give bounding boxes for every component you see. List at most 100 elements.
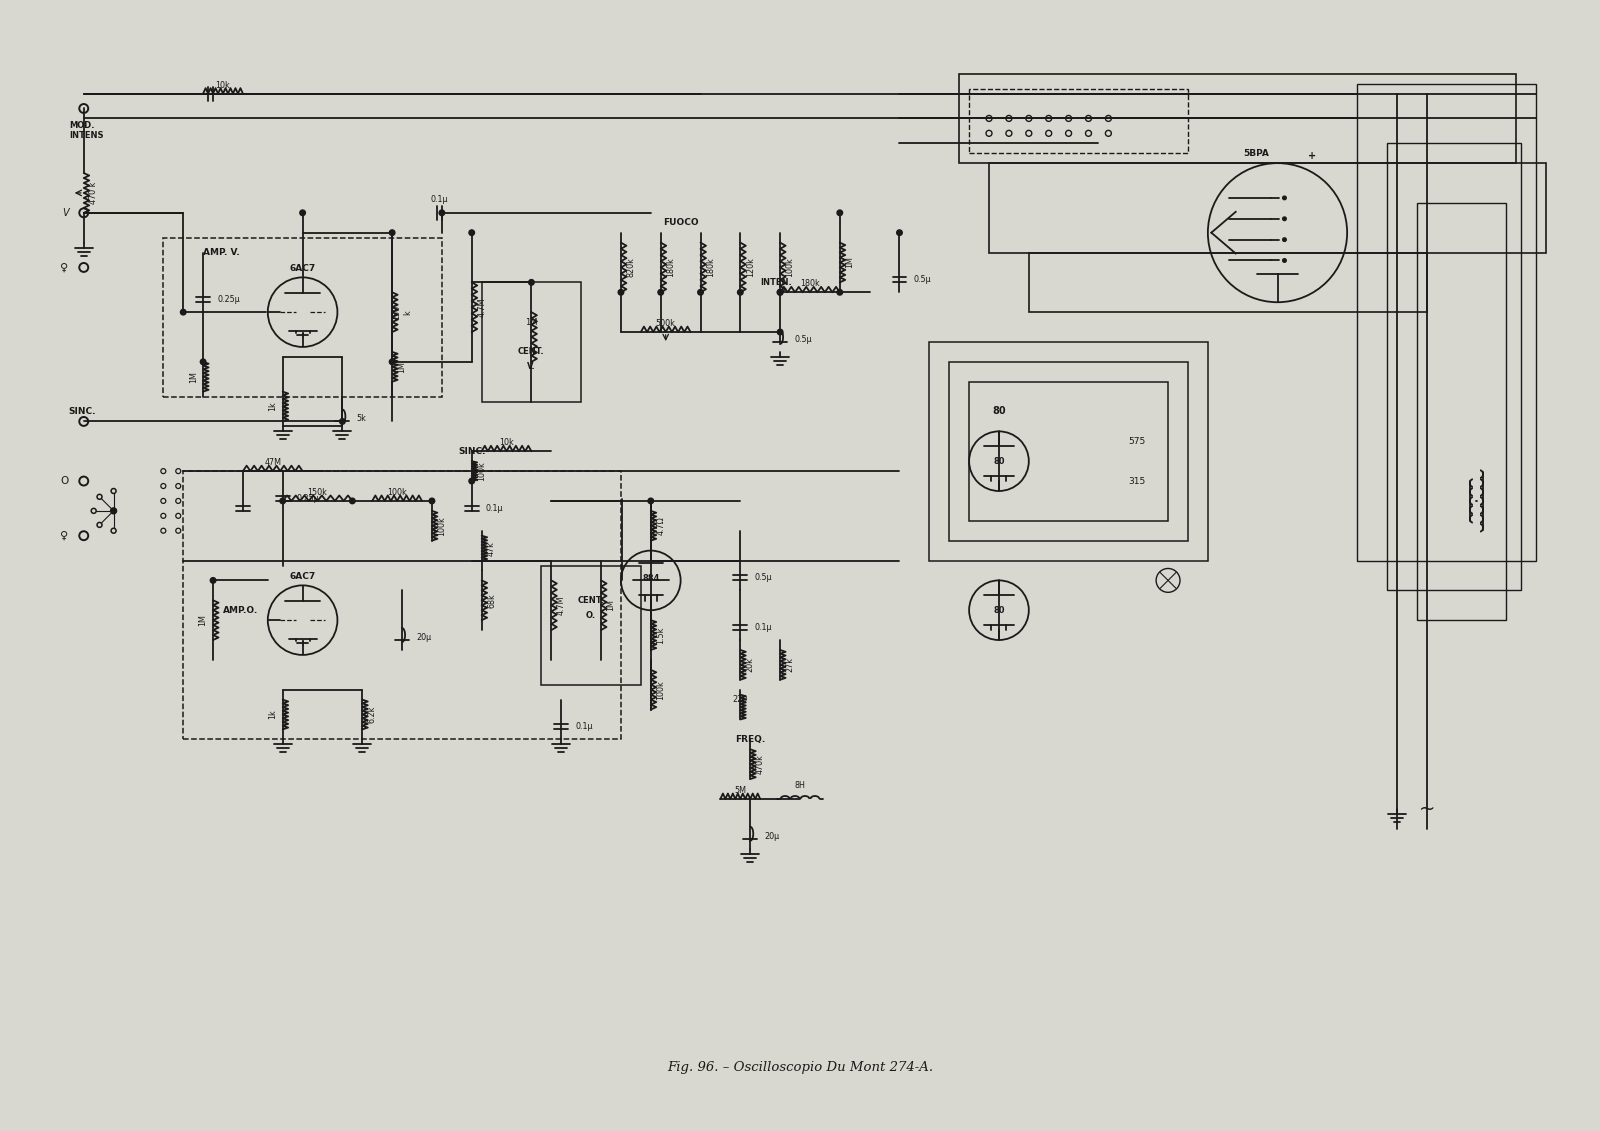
Text: 575: 575 <box>1128 437 1146 446</box>
Text: FREQ.: FREQ. <box>734 735 765 744</box>
Text: 10k: 10k <box>499 439 514 447</box>
Text: 1k: 1k <box>269 709 277 719</box>
Text: CENT.: CENT. <box>578 596 605 605</box>
Text: 100k: 100k <box>477 461 486 481</box>
Circle shape <box>389 359 395 364</box>
Text: 1M: 1M <box>606 599 616 611</box>
Circle shape <box>389 230 395 235</box>
Bar <box>958 74 1517 163</box>
Text: 1M: 1M <box>525 318 538 327</box>
Text: CENT.: CENT. <box>518 347 544 356</box>
Text: 100k: 100k <box>786 258 795 277</box>
Text: SINC.: SINC. <box>69 407 96 416</box>
Circle shape <box>778 290 782 295</box>
Text: 0.5μ: 0.5μ <box>794 335 811 344</box>
Text: 5BPA: 5BPA <box>1243 149 1269 158</box>
Bar <box>482 283 581 402</box>
Bar <box>1029 252 1427 312</box>
Circle shape <box>1283 238 1286 241</box>
Bar <box>1416 202 1506 620</box>
Text: 80: 80 <box>992 406 1006 416</box>
Circle shape <box>299 210 306 216</box>
Text: INTENS: INTENS <box>69 131 104 140</box>
Circle shape <box>181 310 186 314</box>
Text: MOD.: MOD. <box>69 121 94 130</box>
Bar <box>930 342 1208 561</box>
Text: 180k: 180k <box>706 258 715 277</box>
Text: 120k: 120k <box>746 258 755 277</box>
Text: O.: O. <box>586 611 597 620</box>
Text: 884: 884 <box>642 573 659 582</box>
Text: 1k: 1k <box>269 402 277 412</box>
Text: 4.7M: 4.7M <box>477 297 486 317</box>
Text: 20μ: 20μ <box>416 633 430 642</box>
Text: 10k: 10k <box>216 80 230 89</box>
Text: 47M: 47M <box>264 458 282 467</box>
Circle shape <box>896 230 902 235</box>
Text: 1.5k: 1.5k <box>656 627 666 644</box>
Text: 180k: 180k <box>800 279 819 288</box>
Text: 1M: 1M <box>189 371 198 382</box>
Text: 5k: 5k <box>357 414 366 423</box>
Text: 220: 220 <box>733 696 747 705</box>
Circle shape <box>738 290 742 295</box>
Text: 470 k: 470 k <box>90 182 98 204</box>
Text: FUOCO: FUOCO <box>662 218 699 227</box>
Circle shape <box>280 498 285 503</box>
Circle shape <box>618 290 624 295</box>
Circle shape <box>339 418 346 424</box>
Text: 4.7Ω: 4.7Ω <box>656 517 666 535</box>
Text: 0.1μ: 0.1μ <box>430 196 448 205</box>
Circle shape <box>658 290 664 295</box>
Text: 47k: 47k <box>486 541 496 555</box>
Text: 100k: 100k <box>656 680 666 700</box>
Text: 470k: 470k <box>755 754 765 774</box>
Text: 100k: 100k <box>387 487 406 497</box>
Circle shape <box>438 210 445 216</box>
Circle shape <box>210 578 216 584</box>
Circle shape <box>528 279 534 285</box>
Text: INTEN.: INTEN. <box>760 278 792 287</box>
Bar <box>970 381 1168 520</box>
Text: 0.1μ: 0.1μ <box>574 723 592 732</box>
Bar <box>1387 144 1522 590</box>
Text: 0.25μ: 0.25μ <box>296 494 320 503</box>
Text: 5M: 5M <box>734 786 746 795</box>
Text: 1M: 1M <box>845 257 854 268</box>
Text: 180k: 180k <box>666 258 675 277</box>
Text: ~: ~ <box>1419 800 1435 819</box>
Text: V.: V. <box>526 362 536 371</box>
Bar <box>1357 84 1536 561</box>
Circle shape <box>698 290 704 295</box>
Text: AMP. V.: AMP. V. <box>203 248 240 257</box>
Bar <box>949 362 1187 541</box>
Circle shape <box>200 359 206 364</box>
Bar <box>541 566 642 684</box>
Text: 0.5μ: 0.5μ <box>914 275 931 284</box>
Circle shape <box>1283 196 1286 200</box>
Text: 80: 80 <box>994 457 1005 466</box>
Circle shape <box>1283 259 1286 262</box>
Text: 315: 315 <box>1128 476 1146 485</box>
Text: 6AC7: 6AC7 <box>290 265 315 274</box>
Circle shape <box>648 498 653 503</box>
Text: 0.5μ: 0.5μ <box>754 573 771 582</box>
Text: O: O <box>61 476 69 486</box>
Text: AMP.O.: AMP.O. <box>222 606 258 615</box>
Text: Fig. 96. – Oscilloscopio Du Mont 274-A.: Fig. 96. – Oscilloscopio Du Mont 274-A. <box>667 1061 933 1073</box>
Text: 1M: 1M <box>397 361 406 373</box>
Text: 820k: 820k <box>626 258 635 277</box>
Circle shape <box>429 498 435 503</box>
Text: 8H: 8H <box>795 782 805 791</box>
Text: 20k: 20k <box>746 657 755 672</box>
Text: 6AC7: 6AC7 <box>290 572 315 581</box>
Circle shape <box>778 290 782 295</box>
Text: 20μ: 20μ <box>765 831 779 840</box>
Text: 500k: 500k <box>656 319 675 328</box>
Text: 0.1μ: 0.1μ <box>486 504 502 512</box>
Bar <box>989 163 1546 252</box>
Text: +: + <box>1309 152 1317 161</box>
Text: 0.1μ: 0.1μ <box>754 623 771 632</box>
Circle shape <box>469 230 475 235</box>
Text: V: V <box>62 208 69 218</box>
